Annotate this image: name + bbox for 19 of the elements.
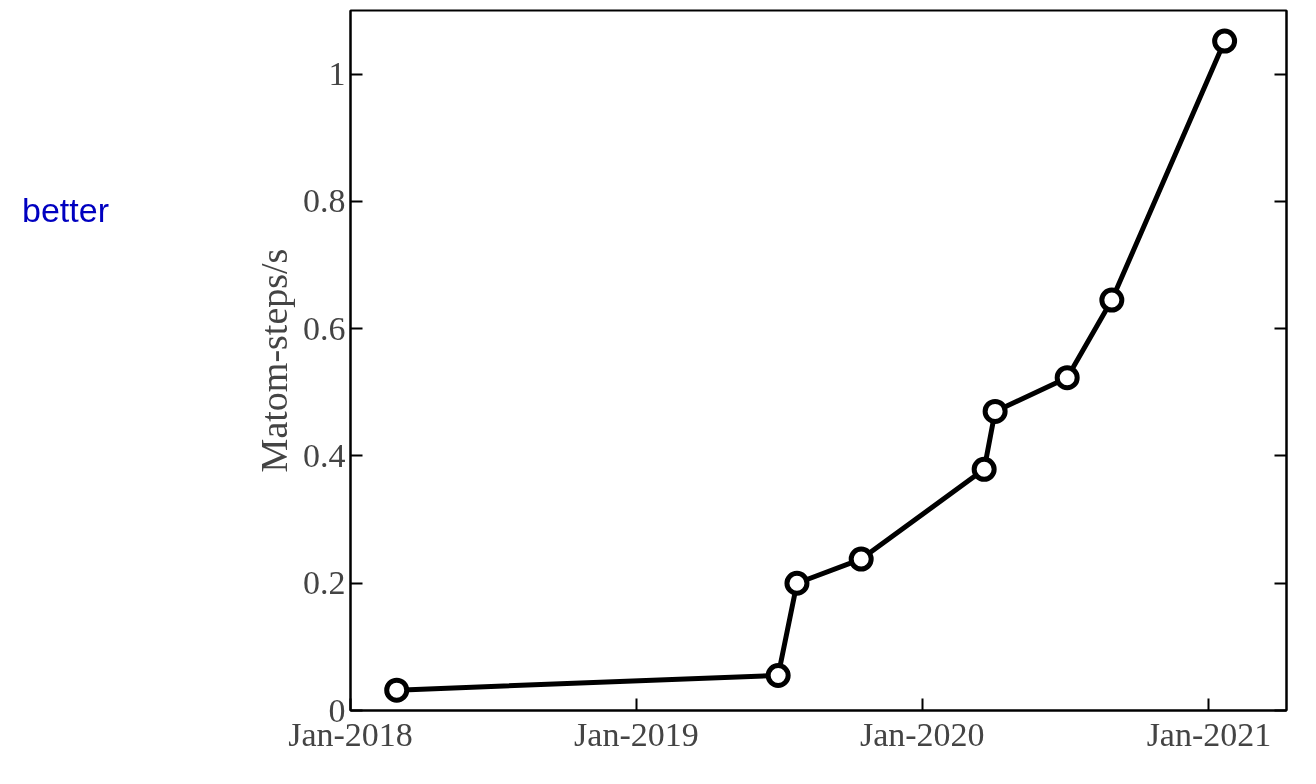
point [784,570,810,596]
y-tick-label: 0.8 [303,182,346,220]
x-tick-label: Jan-2021 [1146,715,1272,753]
text: better [22,191,109,230]
y-tick-label: 1 [328,55,346,93]
point [765,663,791,688]
point [848,546,874,572]
y-axis-title: Matom-steps/s [253,248,295,473]
point [1054,365,1080,391]
x-tick-label: Jan-2019 [574,715,699,753]
y-tick-label: 0.4 [303,436,346,474]
point [1212,28,1238,54]
y-tick-label: 0.2 [303,564,346,602]
x-tick-label: Jan-2020 [859,715,985,753]
y-tick-label: 0.6 [303,309,346,347]
point [384,677,410,703]
point [1099,287,1125,313]
point [982,398,1008,424]
point [971,456,997,482]
